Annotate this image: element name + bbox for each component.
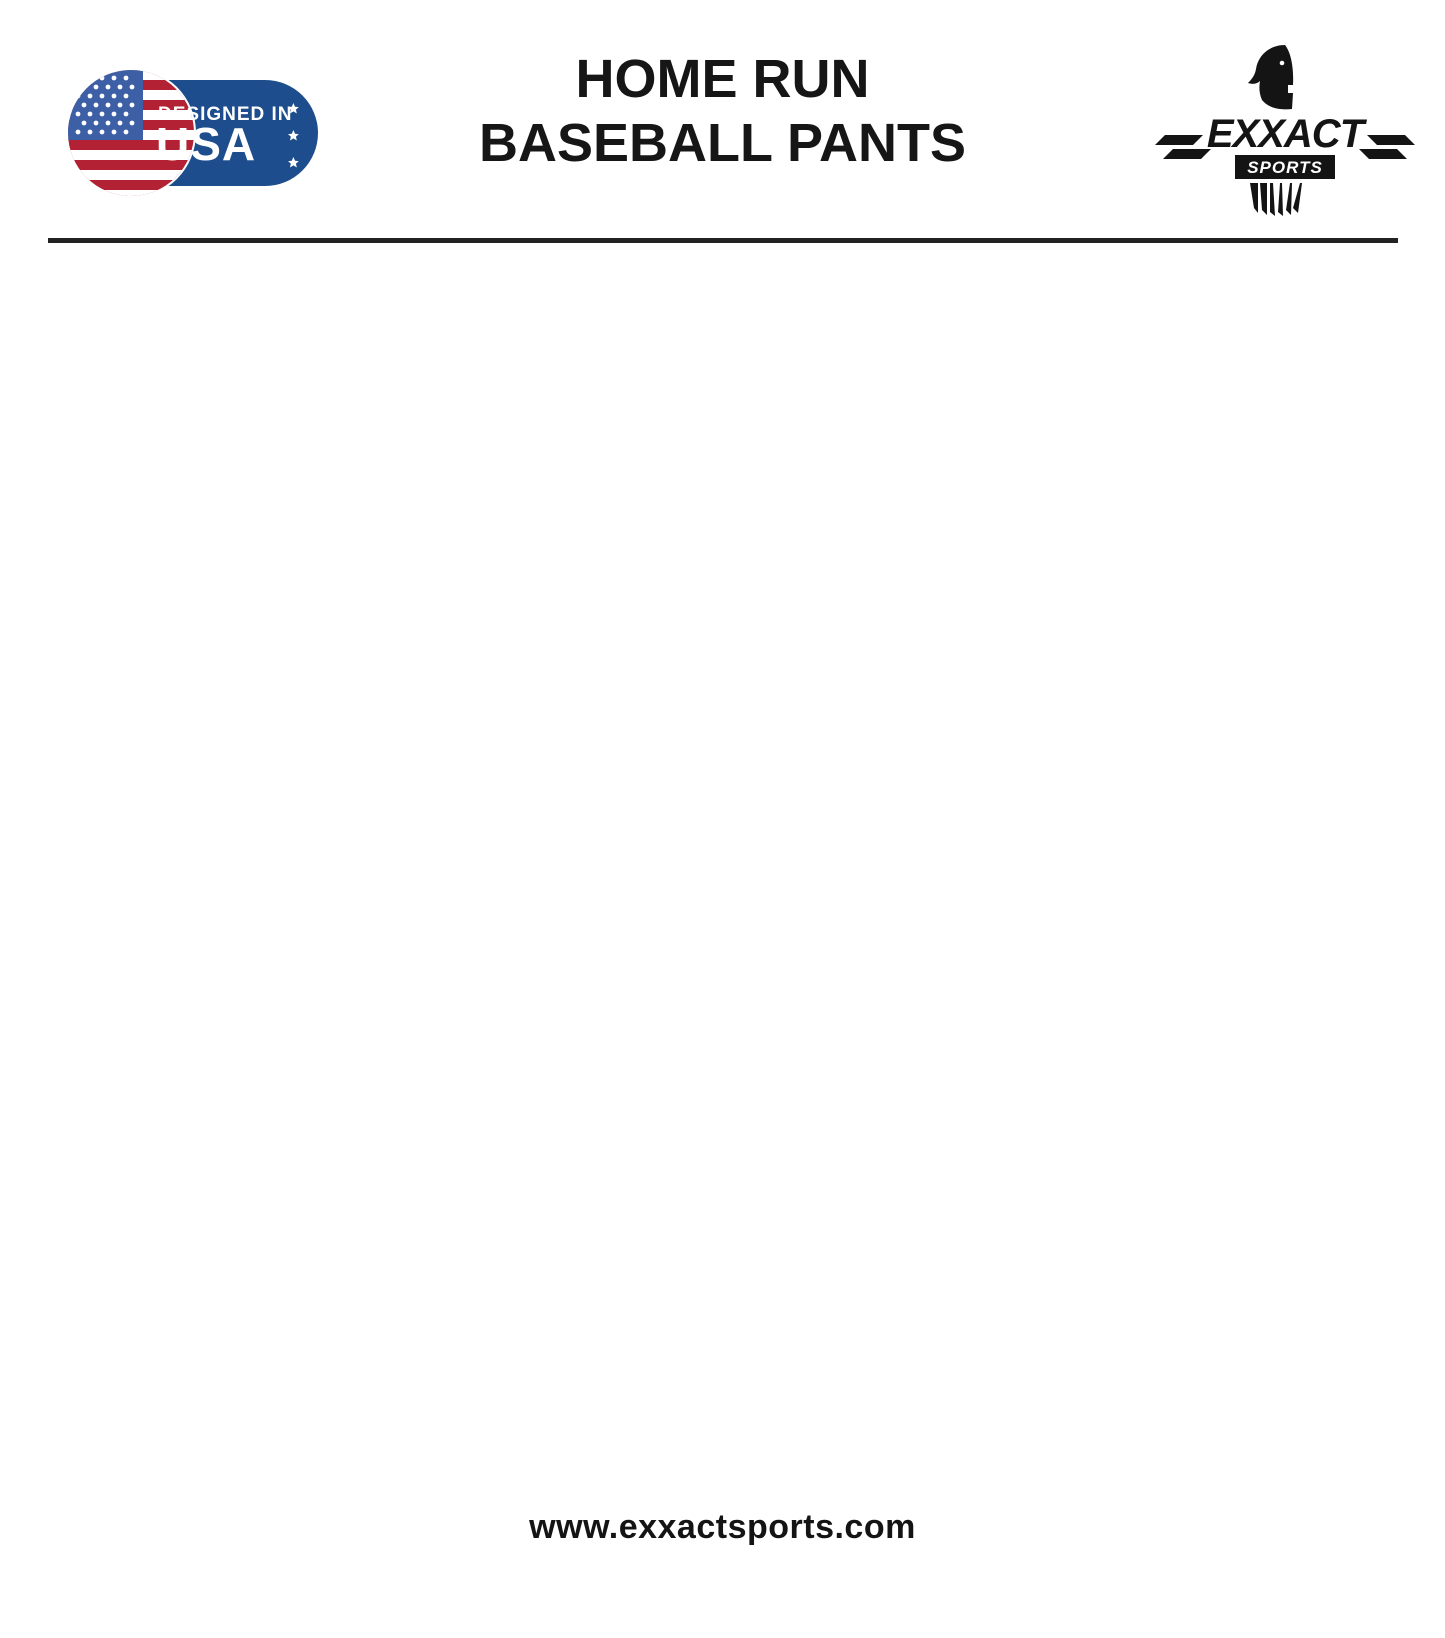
svg-text:EXXACT: EXXACT (1207, 112, 1368, 156)
svg-text:SPORTS: SPORTS (1247, 158, 1323, 177)
